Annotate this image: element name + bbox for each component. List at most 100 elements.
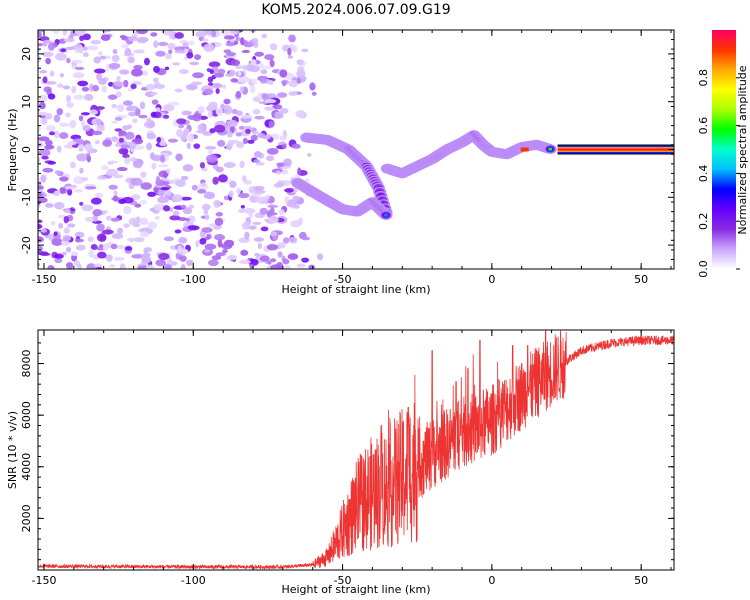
- noise-blob: [135, 108, 141, 117]
- colorbar-ramp: [712, 30, 736, 269]
- noise-blob: [207, 109, 213, 119]
- noise-blob: [284, 196, 290, 204]
- noise-blob: [90, 39, 102, 45]
- noise-blob: [212, 176, 219, 185]
- noise-blob: [187, 215, 196, 224]
- noise-blob: [113, 256, 125, 261]
- noise-blob: [47, 160, 56, 165]
- x-tick-label: -150: [31, 574, 56, 587]
- noise-blob: [87, 236, 94, 243]
- noise-blob: [59, 73, 65, 78]
- noise-blob: [155, 50, 166, 57]
- noise-blob: [131, 254, 143, 259]
- noise-blob: [262, 135, 271, 140]
- snr-frame: [37, 329, 675, 571]
- noise-blob: [139, 199, 148, 205]
- noise-blob: [163, 236, 174, 242]
- noise-blob: [290, 204, 296, 209]
- noise-blob: [57, 83, 64, 88]
- noise-blob: [158, 164, 170, 168]
- noise-blob: [287, 55, 294, 59]
- noise-blob: [114, 116, 123, 121]
- noise-blob: [215, 88, 220, 95]
- noise-blob: [231, 108, 238, 115]
- noise-blob: [94, 140, 100, 145]
- noise-blob: [74, 30, 86, 36]
- noise-blob: [267, 80, 274, 85]
- noise-blob: [266, 147, 279, 155]
- noise-blob: [253, 237, 265, 242]
- noise-blob: [96, 233, 107, 242]
- noise-blob: [297, 66, 305, 74]
- noise-blob: [92, 84, 100, 92]
- noise-blob: [282, 258, 290, 265]
- x-tick-label: 0: [488, 273, 495, 286]
- noise-blob: [53, 130, 60, 138]
- noise-blob: [146, 142, 153, 151]
- noise-blob: [55, 52, 67, 61]
- noise-blob: [248, 225, 257, 230]
- noise-blob: [260, 69, 268, 75]
- noise-blob: [136, 36, 148, 44]
- noise-blob: [139, 101, 146, 110]
- noise-blob: [201, 203, 211, 211]
- noise-blob: [301, 48, 309, 53]
- noise-blob: [259, 255, 270, 262]
- noise-blob: [96, 124, 106, 132]
- noise-blob: [38, 148, 51, 157]
- y-tick-label: 10: [20, 95, 33, 109]
- noise-blob: [65, 247, 72, 253]
- noise-blob: [60, 240, 70, 245]
- noise-blob: [250, 59, 257, 67]
- noise-blob: [74, 238, 85, 243]
- noise-blob: [158, 253, 170, 260]
- noise-blob: [98, 78, 107, 85]
- noise-blob: [188, 204, 195, 209]
- noise-blob: [251, 131, 259, 135]
- noise-blob: [44, 112, 53, 120]
- noise-blob: [176, 129, 183, 137]
- noise-blob: [222, 249, 228, 254]
- noise-blob: [182, 42, 189, 48]
- noise-blob: [42, 167, 54, 173]
- noise-blob: [54, 257, 63, 264]
- noise-blob: [118, 198, 126, 205]
- noise-blob: [199, 161, 206, 169]
- noise-blob: [130, 83, 137, 90]
- noise-blob: [241, 221, 251, 230]
- noise-blob: [240, 114, 253, 119]
- noise-blob: [140, 182, 152, 190]
- noise-blob: [174, 49, 186, 54]
- noise-blob: [301, 257, 310, 263]
- noise-blob: [270, 60, 275, 68]
- snr-y-ticks: 2000 4000 6000 8000: [20, 342, 674, 571]
- noise-blob: [218, 174, 228, 183]
- noise-blob: [121, 43, 129, 49]
- noise-blob: [45, 81, 57, 85]
- noise-blob: [249, 85, 256, 94]
- noise-blob: [162, 181, 170, 186]
- noise-blob: [111, 120, 119, 124]
- noise-blob: [288, 80, 299, 88]
- noise-blob: [108, 264, 116, 268]
- noise-blob: [102, 139, 113, 147]
- noise-blob: [277, 105, 282, 110]
- noise-blob: [240, 37, 245, 46]
- noise-blob: [85, 152, 91, 157]
- noise-blob: [239, 259, 251, 265]
- noise-blob: [308, 264, 315, 269]
- noise-blob: [167, 257, 172, 266]
- noise-blob: [53, 114, 61, 123]
- noise-blob: [153, 203, 166, 211]
- noise-blob: [92, 220, 103, 224]
- noise-blob: [230, 59, 241, 67]
- noise-blob: [217, 140, 226, 147]
- noise-blob: [38, 244, 43, 253]
- noise-blob: [245, 128, 251, 134]
- noise-blob: [44, 139, 53, 146]
- noise-blob: [169, 215, 181, 221]
- noise-blob: [153, 40, 159, 49]
- noise-blob: [120, 144, 130, 149]
- colorbar-tick-label: 0.0: [697, 260, 710, 278]
- noise-blob: [108, 184, 118, 190]
